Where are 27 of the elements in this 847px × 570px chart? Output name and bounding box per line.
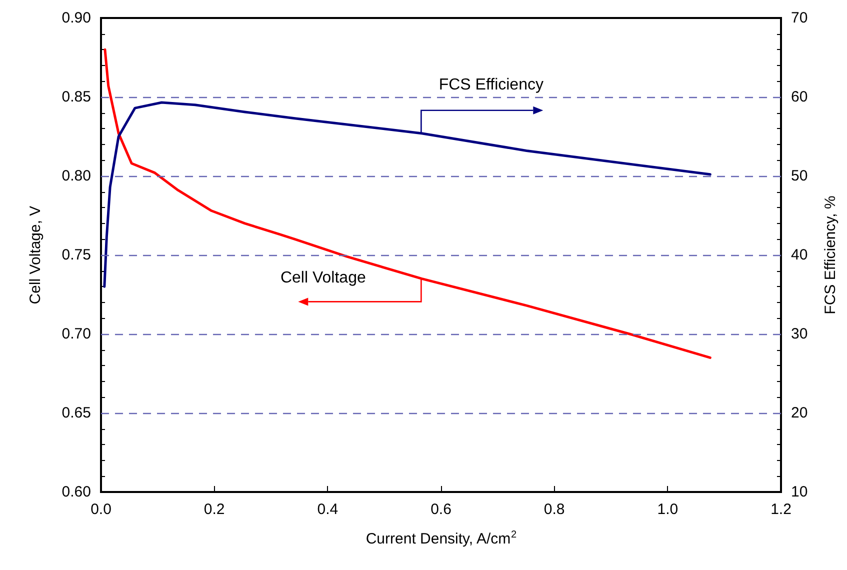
annotation: FCS Efficiency (438, 76, 544, 94)
x-tick-label: 0.6 (430, 501, 452, 518)
x-tick-label: 0.2 (204, 501, 225, 518)
line-series (104, 48, 712, 359)
y2-tick-label: 50 (791, 168, 808, 184)
annotation: Cell Voltage (280, 270, 366, 287)
x-tick-label: 0.4 (317, 501, 338, 518)
y-tick-label: 0.75 (62, 246, 91, 264)
y-tick-label: 0.65 (62, 404, 91, 422)
y-tick-label: 0.85 (62, 88, 91, 106)
y-axis-title: Cell Voltage, V (27, 206, 44, 304)
y-tick-label: 0.80 (62, 168, 91, 184)
x-tick-label: 0.0 (90, 501, 112, 518)
y2-tick-label: 70 (791, 10, 808, 26)
x-tick-label: 0.8 (544, 501, 565, 518)
y2-tick-label: 60 (791, 88, 808, 106)
line-series (103, 101, 712, 288)
y2-tick-label: 10 (791, 484, 808, 500)
y2-tick-label: 30 (791, 326, 808, 342)
y-tick-label: 0.90 (62, 10, 91, 26)
y2-tick-label: 20 (791, 404, 808, 422)
y2-tick-label: 40 (791, 246, 808, 264)
y-tick-label: 0.70 (62, 326, 91, 342)
x-tick-label: 1.2 (770, 501, 792, 518)
y-tick-label: 0.60 (62, 484, 91, 500)
x-tick-label: 1.0 (657, 501, 678, 518)
y2-axis-title: FCS Efficiency, % (822, 196, 839, 314)
